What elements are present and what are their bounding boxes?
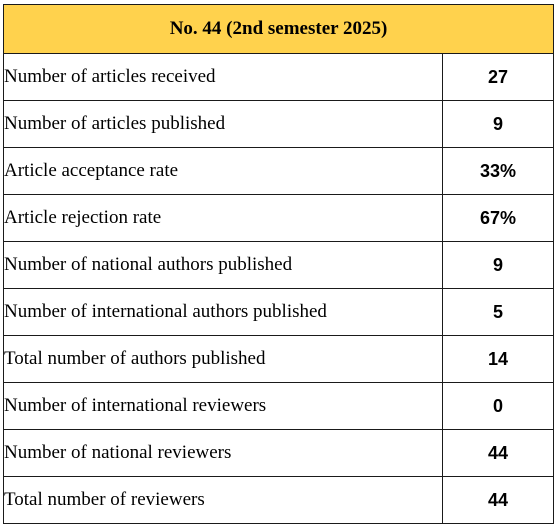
row-value-national-authors: 9 (442, 241, 554, 289)
table-row: Number of international authors publishe… (3, 288, 554, 336)
row-value-total-authors: 14 (442, 335, 554, 383)
table-row: Number of international reviewers 0 (3, 382, 554, 430)
table-row: Number of national reviewers 44 (3, 429, 554, 477)
row-value-articles-received: 27 (442, 53, 554, 101)
table-row: Number of national authors published 9 (3, 241, 554, 289)
table-row: Total number of authors published 14 (3, 335, 554, 383)
row-label-total-reviewers: Total number of reviewers (3, 476, 443, 524)
row-label-acceptance-rate: Article acceptance rate (3, 147, 443, 195)
table-header-row: No. 44 (2nd semester 2025) (3, 4, 554, 54)
row-value-articles-published: 9 (442, 100, 554, 148)
row-value-rejection-rate: 67% (442, 194, 554, 242)
row-label-international-authors: Number of international authors publishe… (3, 288, 443, 336)
row-value-national-reviewers: 44 (442, 429, 554, 477)
row-label-national-reviewers: Number of national reviewers (3, 429, 443, 477)
row-label-articles-received: Number of articles received (3, 53, 443, 101)
table-title: No. 44 (2nd semester 2025) (3, 4, 554, 54)
row-label-articles-published: Number of articles published (3, 100, 443, 148)
table-row: Article acceptance rate 33% (3, 147, 554, 195)
table-row: Number of articles received 27 (3, 53, 554, 101)
row-value-acceptance-rate: 33% (442, 147, 554, 195)
row-value-international-authors: 5 (442, 288, 554, 336)
row-label-international-reviewers: Number of international reviewers (3, 382, 443, 430)
row-label-rejection-rate: Article rejection rate (3, 194, 443, 242)
row-label-national-authors: Number of national authors published (3, 241, 443, 289)
statistics-table: No. 44 (2nd semester 2025) Number of art… (3, 4, 554, 524)
table-row: Number of articles published 9 (3, 100, 554, 148)
table-row: Total number of reviewers 44 (3, 476, 554, 524)
row-value-total-reviewers: 44 (442, 476, 554, 524)
row-label-total-authors: Total number of authors published (3, 335, 443, 383)
row-value-international-reviewers: 0 (442, 382, 554, 430)
table-row: Article rejection rate 67% (3, 194, 554, 242)
